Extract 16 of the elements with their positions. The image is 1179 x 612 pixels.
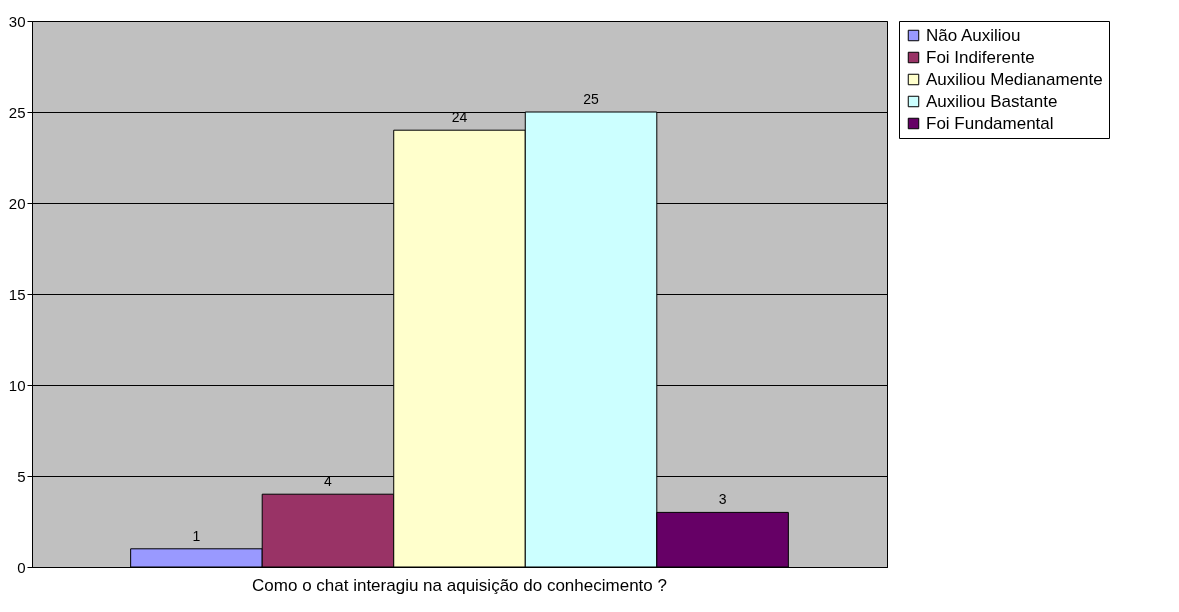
y-tick-label: 0 [17,558,26,576]
legend-label: Foi Fundamental [926,113,1054,133]
data-label: 25 [583,91,600,107]
legend-label: Não Auxiliou [926,25,1021,45]
x-tick-label: Como o chat interagiu na aquisição do conhecimento ? [252,575,667,595]
y-tick-label: 5 [17,467,26,485]
y-tick-label: 30 [8,12,26,30]
y-tick-label: 15 [8,285,26,303]
legend-label: Auxiliou Bastante [926,91,1058,111]
y-tick-label: 10 [8,376,26,394]
data-label: 1 [192,527,201,544]
y-tick-label: 20 [8,194,26,212]
legend-label: Foi Indiferente [926,47,1035,67]
y-tick-label: 25 [8,103,26,121]
data-label: 3 [718,491,727,508]
legend-label: Auxiliou Medianamente [926,69,1103,89]
